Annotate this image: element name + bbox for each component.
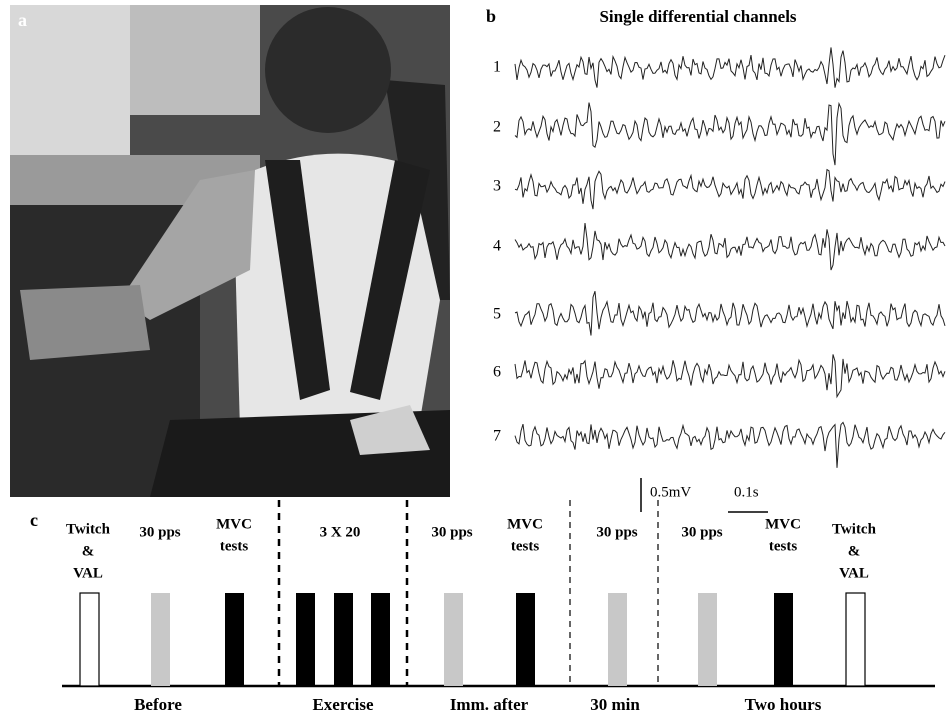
protocol-bar [845, 592, 866, 687]
event-label: VAL [839, 565, 869, 581]
event-label: 3 X 20 [320, 524, 361, 540]
event-label: 30 pps [431, 524, 472, 540]
channel-label: 4 [493, 238, 501, 255]
channel-label: 2 [493, 119, 501, 136]
emg-traces: 1 2 3 4 5 6 7 [493, 47, 946, 468]
channel-label: 7 [493, 428, 501, 445]
phase-label: Exercise [312, 695, 374, 714]
emg-trace [514, 421, 946, 468]
protocol-bar [444, 593, 463, 686]
channel-label: 3 [493, 178, 501, 195]
protocol-bar [516, 593, 535, 686]
channel-label: 6 [493, 364, 501, 381]
scale-label: 0.1s [734, 484, 759, 500]
panel-label: b [486, 6, 496, 26]
phase-label: Two hours [745, 695, 822, 714]
emg-trace [514, 354, 946, 399]
event-label: MVC [765, 516, 801, 532]
photo: a [10, 5, 450, 497]
scale-label: 0.5mV [650, 484, 691, 500]
event-label: tests [220, 538, 248, 554]
event-label: Twitch [832, 521, 877, 537]
phase-label: Imm. after [450, 695, 529, 714]
emg-trace [514, 47, 946, 88]
protocol-bar [334, 593, 353, 686]
emg-trace [514, 223, 946, 271]
event-label: 30 pps [681, 524, 722, 540]
protocol-bar [371, 593, 390, 686]
protocol-bar [79, 592, 100, 687]
protocol-bar [698, 593, 717, 686]
emg-trace [514, 101, 946, 166]
protocol: Twitch & VAL 30 pps MVC tests 3 X 20 30 pps MVC t… [66, 516, 877, 713]
event-label: tests [769, 538, 797, 554]
channel-label: 5 [493, 306, 501, 323]
panel-title: Single differential channels [599, 7, 796, 26]
dividers [277, 500, 659, 686]
panel-label: c [30, 510, 38, 530]
panel-label: a [18, 10, 27, 30]
event-label: Twitch [66, 521, 111, 537]
protocol-bar [151, 593, 170, 686]
event-label: tests [511, 538, 539, 554]
phase-label: Before [134, 695, 182, 714]
emg-trace [514, 168, 946, 210]
event-label: & [82, 543, 95, 559]
event-label: 30 pps [596, 524, 637, 540]
protocol-bar [774, 593, 793, 686]
event-label: MVC [216, 516, 252, 532]
event-label: VAL [73, 565, 103, 581]
event-label: MVC [507, 516, 543, 532]
protocol-bar [296, 593, 315, 686]
protocol-bar [608, 593, 627, 686]
protocol-bar [225, 593, 244, 686]
phase-label: 30 min [590, 695, 640, 714]
event-label: & [848, 543, 861, 559]
event-label: 30 pps [139, 524, 180, 540]
emg-trace [514, 291, 946, 336]
channel-label: 1 [493, 59, 501, 76]
